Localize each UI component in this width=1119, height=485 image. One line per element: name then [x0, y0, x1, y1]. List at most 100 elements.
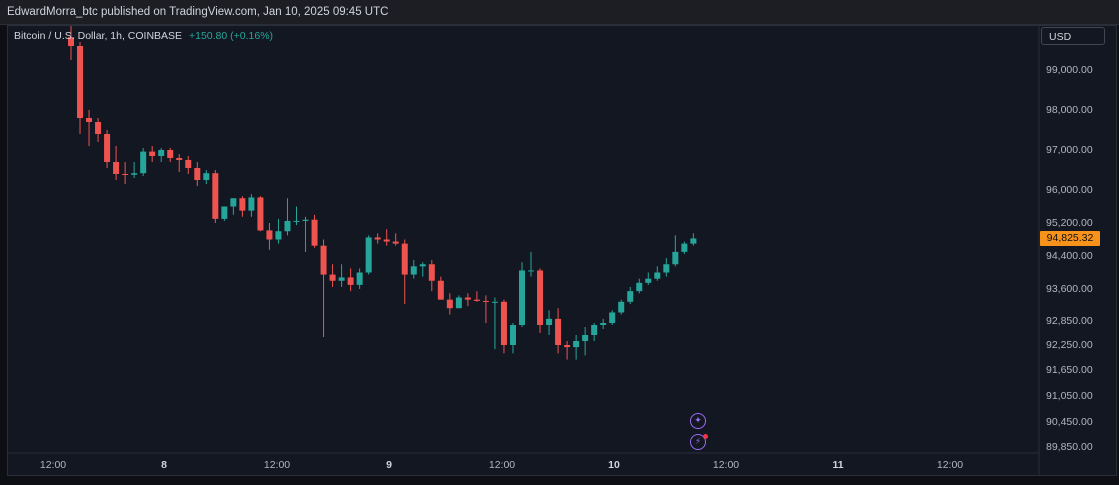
publisher-line: EdwardMorra_btc published on TradingView… — [7, 6, 389, 18]
candle-body — [77, 46, 84, 118]
notification-dot — [703, 434, 708, 439]
candle-body — [546, 318, 553, 325]
candle-body — [212, 173, 219, 219]
time-tick-label: 8 — [161, 459, 167, 471]
candle-body — [555, 318, 562, 345]
candle-body — [113, 162, 120, 174]
candle-body — [86, 118, 93, 122]
candle-body — [591, 325, 598, 335]
candle-body — [428, 264, 435, 281]
candle-body — [68, 37, 74, 46]
candle-body — [311, 219, 318, 246]
publisher-header: EdwardMorra_btc published on TradingView… — [0, 0, 1119, 25]
time-tick-label: 9 — [386, 459, 392, 471]
candle-body — [383, 239, 390, 242]
price-tick-label: 89,850.00 — [1046, 441, 1093, 453]
candle-body — [356, 272, 363, 285]
candle-body — [618, 301, 625, 313]
candle-body — [122, 174, 129, 175]
candle-body — [203, 173, 210, 180]
candle-body — [681, 243, 688, 252]
candle-body — [690, 238, 697, 244]
price-tick-label: 99,000.00 — [1046, 64, 1093, 76]
candle-body — [455, 297, 462, 309]
time-tick-label: 12:00 — [39, 459, 67, 471]
candle-body — [636, 282, 643, 292]
candle-body — [104, 134, 111, 162]
candle-body — [519, 270, 525, 325]
candle-body — [248, 197, 255, 211]
time-tick-label: 12:00 — [263, 459, 291, 471]
time-tick-label: 12:00 — [712, 459, 740, 471]
time-tick-label: 12:00 — [936, 459, 964, 471]
candle-body — [663, 264, 670, 273]
candle-body — [573, 341, 580, 348]
candle-body — [654, 272, 661, 279]
candle-body — [347, 277, 354, 285]
price-tick-label: 91,050.00 — [1046, 390, 1093, 402]
candle-body — [230, 198, 237, 207]
sparkle-icon[interactable]: ✦ — [690, 413, 706, 429]
candle-body — [464, 297, 471, 300]
candle-body — [537, 270, 544, 325]
last-price-badge: 94,825.32 — [1040, 231, 1100, 246]
candle-body — [672, 251, 679, 265]
candle-body — [149, 151, 156, 156]
candle-body — [320, 245, 327, 275]
candles-group — [68, 26, 697, 360]
candle-body — [293, 220, 300, 222]
candle-body — [582, 335, 589, 341]
candle-body — [185, 160, 192, 168]
price-tick-label: 95,200.00 — [1046, 217, 1093, 229]
price-tick-label: 92,850.00 — [1046, 315, 1093, 327]
time-tick-label: 10 — [608, 459, 620, 471]
candle-body — [95, 122, 102, 134]
candle-body — [528, 270, 535, 272]
chart-frame[interactable] — [7, 25, 1117, 476]
candle-body — [176, 158, 183, 160]
candle-body — [392, 241, 399, 244]
candle-body — [221, 206, 228, 219]
candle-body — [410, 266, 417, 275]
candle-body — [338, 277, 345, 281]
price-tick-label: 98,000.00 — [1046, 104, 1093, 116]
candle-body — [275, 231, 282, 240]
price-tick-label: 92,250.00 — [1046, 339, 1093, 351]
price-tick-label: 93,600.00 — [1046, 283, 1093, 295]
time-tick-label: 12:00 — [488, 459, 516, 471]
candle-body — [374, 237, 381, 240]
candle-body — [600, 323, 607, 325]
candle-body — [446, 299, 453, 309]
candle-body — [564, 345, 571, 348]
price-tick-label: 94,400.00 — [1046, 250, 1093, 262]
price-tick-label: 97,000.00 — [1046, 144, 1093, 156]
candle-body — [266, 230, 273, 240]
candle-body — [609, 312, 616, 323]
price-tick-label: 90,450.00 — [1046, 416, 1093, 428]
candle-body — [329, 274, 336, 281]
candle-body — [645, 278, 652, 283]
candle-body — [401, 243, 408, 275]
candle-body — [419, 264, 426, 267]
price-tick-label: 96,000.00 — [1046, 184, 1093, 196]
candle-body — [365, 237, 372, 273]
candle-body — [140, 151, 147, 174]
lightning-icon[interactable]: ⚡ — [690, 434, 706, 450]
candle-body — [500, 301, 507, 345]
candle-body — [284, 220, 291, 232]
symbol-title: Bitcoin / U.S. Dollar, 1h, COINBASE — [14, 30, 183, 42]
symbol-legend: Bitcoin / U.S. Dollar, 1h, COINBASE +150… — [14, 30, 273, 42]
candle-body — [239, 198, 246, 211]
price-change: +150.80 (+0.16%) — [188, 30, 274, 42]
candle-body — [627, 291, 634, 302]
candle-body — [509, 325, 516, 345]
candle-body — [167, 150, 174, 158]
price-tick-label: 91,650.00 — [1046, 364, 1093, 376]
currency-button[interactable]: USD — [1041, 27, 1105, 45]
candle-body — [194, 168, 201, 180]
candle-body — [131, 173, 138, 175]
candle-body — [302, 219, 309, 221]
candle-body — [437, 280, 444, 300]
candle-body — [257, 197, 264, 231]
